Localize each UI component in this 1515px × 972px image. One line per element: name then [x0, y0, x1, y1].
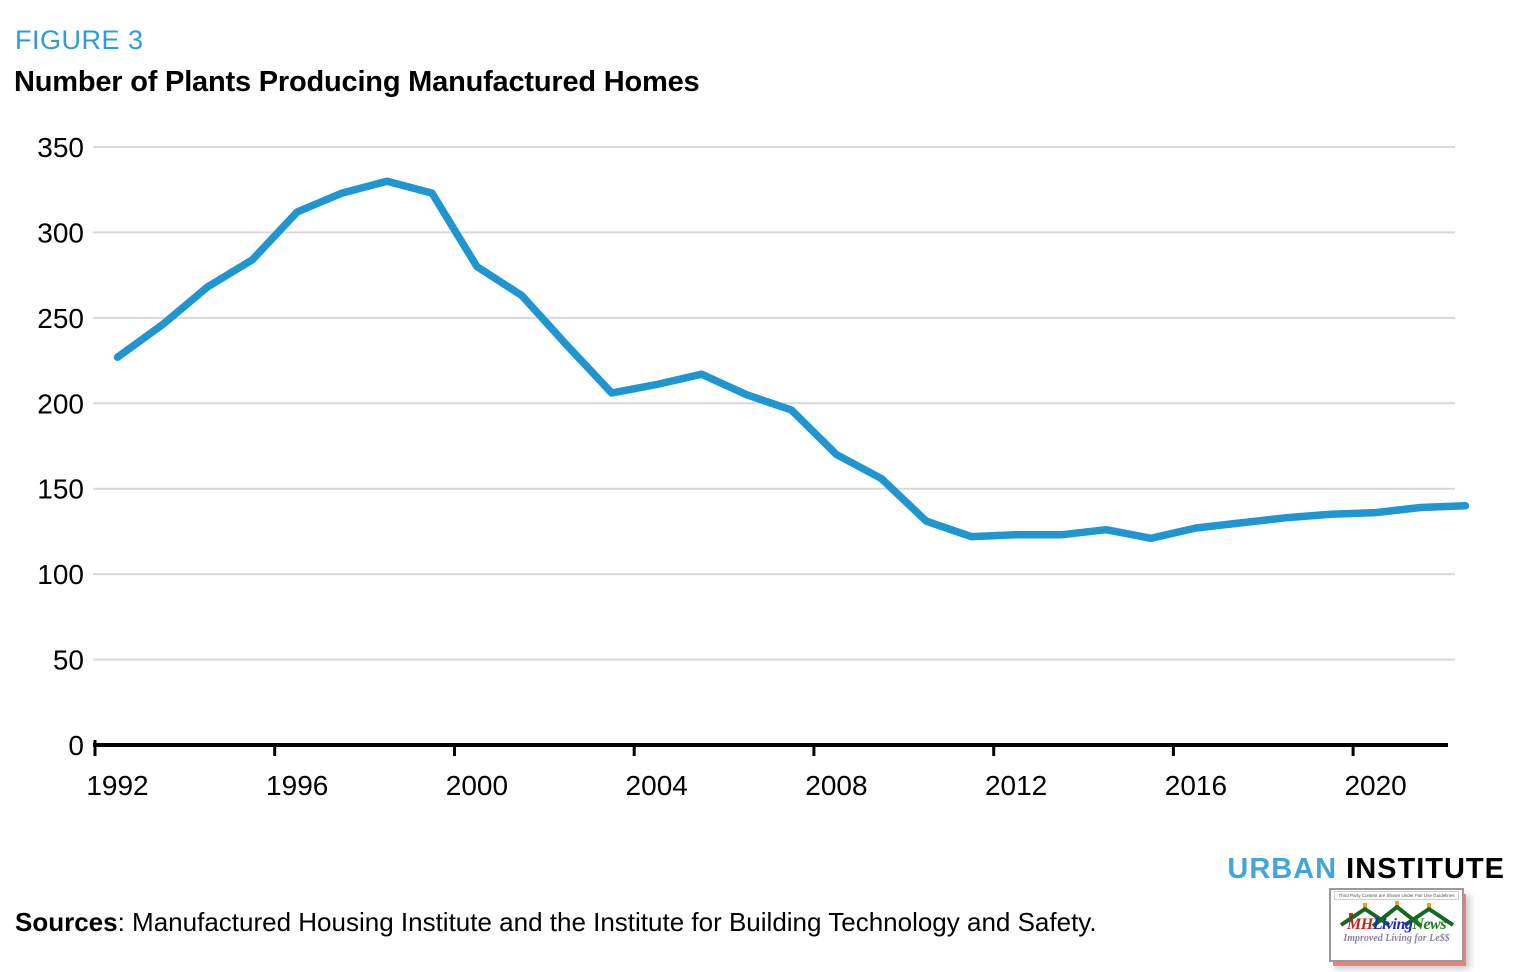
x-axis-label: 2016 [1165, 770, 1227, 801]
urban-wordmark-blue: URBAN [1227, 853, 1338, 885]
rooftops-icon [1339, 901, 1454, 928]
figure-number-label: FIGURE 3 [15, 25, 144, 55]
institute-wordmark-black: INSTITUTE [1346, 853, 1505, 885]
y-axis-label: 250 [37, 303, 84, 334]
y-axis-label: 150 [37, 474, 84, 505]
x-axis-label: 2004 [626, 770, 688, 801]
logo-tagline: Improved Living for Le$$ [1343, 933, 1450, 944]
sources-note: Sources: Manufactured Housing Institute … [15, 907, 1097, 938]
mhlivingnews-logo: Third Party Content are Shown Under Fair… [1329, 888, 1464, 962]
news-text: News [1412, 916, 1446, 933]
data-line [113, 177, 1470, 543]
chart-title: Number of Plants Producing Manufactured … [14, 66, 700, 98]
sources-text: : Manufactured Housing Institute and the… [117, 907, 1097, 937]
chart-plot-area: 0 50 100 150 200 250 300 350 1992 1996 2000 2004 200… [37, 132, 1470, 801]
sources-label: Sources [15, 907, 118, 937]
urban-institute-wordmark: URBAN INSTITUTE [1227, 853, 1505, 886]
x-axis-label: 2020 [1344, 770, 1406, 801]
x-axis-label: 2000 [446, 770, 508, 801]
x-axis-label: 2012 [985, 770, 1047, 801]
mh-text: MH [1347, 916, 1373, 933]
y-axis-label: 0 [68, 730, 84, 761]
y-axis-label: 350 [37, 132, 84, 163]
living-text: Living [1372, 916, 1413, 933]
logo-fine-print: Third Party Content are Shown Under Fair… [1334, 891, 1459, 900]
y-axis-label: 200 [37, 388, 84, 419]
mhlivingnews-wordmark: MHLivingNews [1331, 917, 1462, 933]
x-axis-label: 2008 [805, 770, 867, 801]
y-axis-label: 300 [37, 217, 84, 248]
x-axis-label: 1992 [86, 770, 148, 801]
y-axis-label: 50 [53, 645, 84, 676]
x-axis-label: 1996 [266, 770, 328, 801]
y-axis-label: 100 [37, 559, 84, 590]
